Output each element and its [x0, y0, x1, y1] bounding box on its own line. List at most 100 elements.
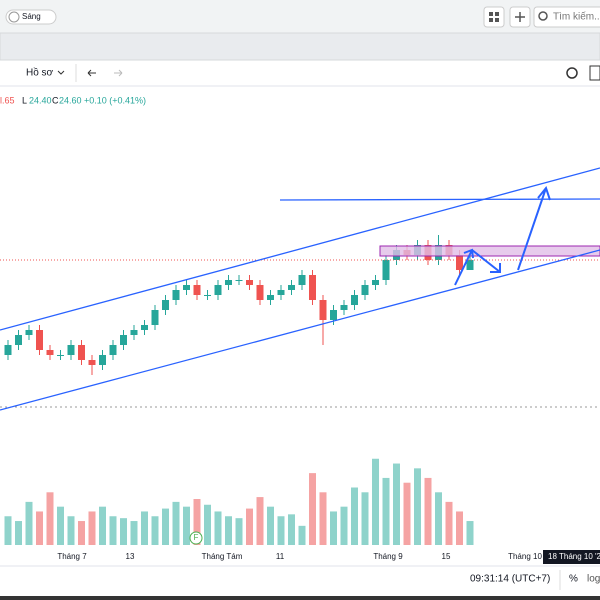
undo[interactable] — [87, 69, 96, 77]
volume-bar — [225, 516, 232, 545]
ohlc-field: C — [52, 95, 59, 105]
candle-body — [214, 285, 222, 295]
volume-bar — [46, 492, 54, 545]
volume-bar — [382, 477, 390, 545]
search-box[interactable] — [533, 6, 600, 28]
candle-body — [235, 280, 243, 281]
crosshair-date: 18 Tháng 10 '2 — [548, 552, 600, 561]
icon — [489, 18, 493, 22]
candle-body — [183, 285, 190, 290]
event-label: F — [194, 533, 199, 542]
volume-bar — [372, 458, 379, 545]
volume-bar — [298, 525, 306, 545]
volume-bar — [109, 516, 117, 545]
volume-bar — [204, 504, 211, 545]
arrows — [454, 185, 551, 286]
candle-body — [225, 280, 232, 285]
volume-bar — [445, 501, 453, 545]
volume-bar — [393, 463, 400, 545]
settings[interactable] — [566, 67, 578, 79]
volume-bar — [361, 492, 369, 545]
volume-bar — [403, 482, 411, 545]
volume-bar — [246, 508, 253, 545]
candle-body — [267, 295, 274, 300]
volume-bar — [466, 521, 474, 545]
x-tick-label: 15 — [442, 552, 451, 561]
candle-body — [246, 280, 253, 285]
volume-bar — [162, 508, 169, 545]
candle-body — [372, 280, 379, 285]
ohlc-field: +0.10 (+0.41%) — [84, 95, 146, 105]
volume-bar — [456, 511, 463, 545]
volume-bar — [288, 514, 295, 545]
volume-bar — [351, 487, 358, 545]
volume-bar — [25, 501, 33, 545]
sub-bar — [0, 32, 600, 61]
volume-bar — [319, 492, 327, 545]
volume-bar — [309, 473, 316, 545]
log-toggle[interactable]: log — [587, 574, 600, 585]
candle-body — [130, 330, 138, 335]
grid-button[interactable] — [483, 6, 505, 28]
candle-body — [193, 285, 201, 295]
candle-body — [288, 285, 295, 290]
candle-body — [109, 345, 117, 355]
volume-bar — [214, 511, 222, 545]
volume-bar — [78, 521, 85, 545]
resistance-line — [279, 198, 600, 201]
candle-body — [4, 345, 12, 355]
volume-bar — [435, 492, 442, 545]
snapshot[interactable] — [589, 65, 600, 81]
redo[interactable] — [114, 69, 123, 77]
candle-body — [361, 285, 369, 295]
candle-body — [172, 290, 180, 300]
candle-body — [25, 330, 33, 335]
icon — [489, 12, 493, 16]
crosshair-box — [543, 550, 600, 564]
profile-menu[interactable]: Hồ sơ — [26, 67, 54, 79]
volume-bar — [15, 521, 22, 545]
volume-bar — [130, 521, 138, 545]
percent-toggle[interactable]: % — [569, 574, 578, 585]
volume-bar — [36, 511, 43, 545]
ohlc-field: 24.60 — [59, 95, 82, 105]
x-tick-label: Tháng Tám — [202, 552, 243, 561]
icon — [495, 12, 499, 16]
volume-bar — [99, 506, 106, 545]
x-tick-label: Tháng 9 — [373, 552, 403, 561]
ohlc-legend: l.65 L 24.40 C 24.60 +0.10 (+0.41%) — [0, 95, 146, 105]
event-marker[interactable] — [189, 531, 203, 545]
candle-body — [88, 360, 96, 365]
volume-bar — [235, 518, 243, 545]
volume-bar — [120, 518, 127, 545]
volume-bar — [414, 468, 421, 545]
volume-bar — [172, 501, 180, 545]
candle-body — [340, 305, 348, 310]
ohlc-field: 24.40 — [29, 95, 52, 105]
volume-bar — [67, 516, 75, 545]
candle-body — [456, 255, 463, 270]
ohlc-field: L — [22, 95, 27, 105]
volume-bar — [183, 506, 190, 545]
candle-body — [162, 300, 169, 310]
candle-body — [466, 260, 474, 270]
candle-body — [78, 345, 85, 360]
candle-body — [151, 310, 159, 325]
volume-bar — [330, 511, 337, 545]
volume-bar — [424, 477, 432, 545]
candle-body — [298, 275, 306, 285]
channel-lower — [0, 249, 600, 411]
theme-toggle[interactable] — [5, 9, 57, 25]
candle-body — [256, 285, 264, 300]
icon — [495, 18, 499, 22]
volume-bar — [193, 499, 201, 545]
candle-body — [351, 295, 358, 305]
volume-bar — [141, 511, 148, 545]
volume-bar — [4, 516, 12, 545]
candle-body — [99, 355, 106, 365]
volume-bar — [267, 506, 274, 545]
plot — [0, 235, 600, 545]
x-tick-label: 13 — [126, 552, 135, 561]
arrow — [517, 185, 551, 271]
